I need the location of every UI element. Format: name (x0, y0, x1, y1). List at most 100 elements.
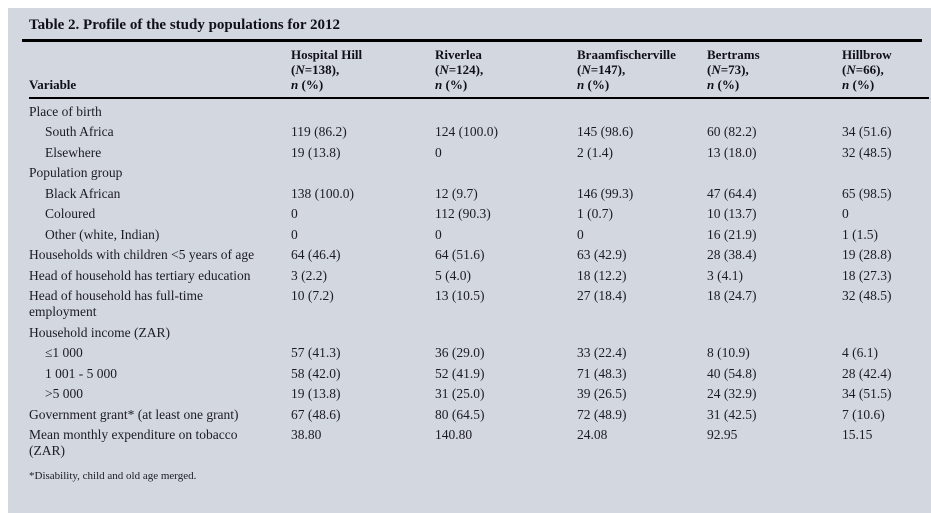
value-cell (577, 323, 707, 343)
column-name: Riverlea (435, 47, 482, 62)
value-cell (435, 98, 577, 122)
value-cell: 40 (54.8) (707, 365, 757, 381)
value-cell: 8 (10.9) (707, 345, 750, 361)
table-row: Head of household has full-time employmen… (29, 286, 929, 323)
column-name: Bertrams (707, 47, 760, 62)
value-cell: 57 (41.3) (291, 345, 341, 361)
value-cell: 34 (51.6) (842, 124, 892, 140)
column-header-hillbrow: Hillbrow (N=66), n (%) (842, 42, 929, 99)
table-title: Table 2. Profile of the study population… (22, 13, 922, 42)
value-cell: 13 (18.0) (707, 144, 757, 160)
value-cell: 24.08 (577, 427, 608, 443)
value-cell: 4 (6.1) (842, 345, 878, 361)
row-label: Elsewhere (45, 144, 102, 160)
row-label: Place of birth (29, 104, 102, 119)
value-cell: 47 (64.4) (707, 185, 757, 201)
table-row: Head of household has tertiary education… (29, 266, 929, 286)
value-cell: 2 (1.4) (577, 144, 613, 160)
value-cell: 32 (48.5) (842, 288, 892, 304)
table-row: 1 001 - 5 000 58 (42.0) 52 (41.9) 71 (48.3)… (29, 364, 929, 384)
value-cell: 39 (26.5) (577, 386, 627, 402)
column-header-variable: Variable (29, 42, 291, 99)
value-cell: 60 (82.2) (707, 124, 757, 140)
study-populations-table: Variable Hospital Hill (N=138), n (%) River… (29, 42, 929, 462)
value-cell: 52 (41.9) (435, 365, 485, 381)
value-cell: 0 (435, 144, 442, 160)
table-row: >5 000 19 (13.8) 31 (25.0) 39 (26.5) 24 (32.… (29, 384, 929, 404)
row-label: >5 000 (45, 386, 83, 402)
value-cell (577, 98, 707, 122)
value-cell: 18 (24.7) (707, 288, 757, 304)
value-cell: 71 (48.3) (577, 365, 627, 381)
value-cell: 67 (48.6) (291, 406, 341, 422)
row-label: Households with children <5 years of age (29, 247, 255, 263)
value-cell: 0 (291, 226, 298, 242)
value-cell (291, 323, 435, 343)
value-cell (842, 323, 929, 343)
value-cell: 1 (0.7) (577, 206, 613, 222)
value-cell: 27 (18.4) (577, 288, 627, 304)
column-name: Hospital Hill (291, 47, 363, 62)
table-row: Coloured 0 112 (90.3) 1 (0.7) 10 (13.7) 0 (29, 204, 929, 224)
value-cell: 0 (842, 206, 849, 222)
value-cell: 64 (46.4) (291, 247, 341, 263)
value-cell: 31 (42.5) (707, 406, 757, 422)
row-label: Government grant* (at least one grant) (29, 406, 239, 422)
value-cell: 0 (291, 206, 298, 222)
group-row: Population group (29, 163, 929, 183)
value-cell: 65 (98.5) (842, 185, 892, 201)
value-cell: 16 (21.9) (707, 226, 757, 242)
value-cell: 58 (42.0) (291, 365, 341, 381)
value-cell: 12 (9.7) (435, 185, 478, 201)
row-label: Other (white, Indian) (45, 226, 160, 242)
value-cell: 3 (2.2) (291, 267, 327, 283)
value-cell: 124 (100.0) (435, 124, 498, 140)
column-header-braamfischerville: Braamfischerville (N=147), n (%) (577, 42, 707, 99)
group-row: Place of birth (29, 98, 929, 122)
value-cell: 7 (10.6) (842, 406, 885, 422)
value-cell: 92.95 (707, 427, 738, 443)
row-label: 1 001 - 5 000 (45, 365, 117, 381)
value-cell: 0 (435, 226, 442, 242)
value-cell (707, 163, 842, 183)
table-row: ≤1 000 57 (41.3) 36 (29.0) 33 (22.4) 8 (10.9… (29, 343, 929, 363)
value-cell (707, 323, 842, 343)
row-label: Black African (45, 185, 121, 201)
value-cell: 146 (99.3) (577, 185, 634, 201)
value-cell: 119 (86.2) (291, 124, 347, 140)
table-row: Households with children <5 years of age… (29, 245, 929, 265)
value-cell: 24 (32.9) (707, 386, 757, 402)
value-cell (435, 323, 577, 343)
column-name: Braamfischerville (577, 47, 676, 62)
value-cell: 33 (22.4) (577, 345, 627, 361)
table-row: Elsewhere 19 (13.8) 0 2 (1.4) 13 (18.0) 32 (4… (29, 143, 929, 163)
value-cell: 5 (4.0) (435, 267, 471, 283)
value-cell: 63 (42.9) (577, 247, 627, 263)
value-cell: 28 (42.4) (842, 365, 892, 381)
value-cell: 19 (28.8) (842, 247, 892, 263)
column-header-riverlea: Riverlea (N=124), n (%) (435, 42, 577, 99)
row-label: Head of household has tertiary education (29, 267, 251, 283)
row-label: ≤1 000 (45, 345, 83, 361)
value-cell: 145 (98.6) (577, 124, 634, 140)
value-cell: 140.80 (435, 427, 473, 443)
table-row: South Africa 119 (86.2) 124 (100.0) 145 (98… (29, 122, 929, 142)
value-cell: 64 (51.6) (435, 247, 485, 263)
value-cell: 72 (48.9) (577, 406, 627, 422)
value-cell: 18 (27.3) (842, 267, 892, 283)
value-cell: 18 (12.2) (577, 267, 627, 283)
group-row: Household income (ZAR) (29, 323, 929, 343)
table-row: Black African 138 (100.0) 12 (9.7) 146 (99.… (29, 184, 929, 204)
table-footnote: *Disability, child and old age merged. (29, 469, 197, 482)
table-panel: Table 2. Profile of the study population… (8, 8, 931, 513)
value-cell: 0 (577, 226, 584, 242)
value-cell (707, 98, 842, 122)
row-label: Mean monthly expenditure on tobacco (ZAR) (29, 427, 238, 459)
row-label: South Africa (45, 124, 114, 140)
value-cell: 38.80 (291, 427, 322, 443)
column-name: Hillbrow (842, 47, 892, 62)
header-row: Variable Hospital Hill (N=138), n (%) River… (29, 42, 929, 99)
value-cell (842, 98, 929, 122)
value-cell: 3 (4.1) (707, 267, 743, 283)
value-cell: 31 (25.0) (435, 386, 485, 402)
